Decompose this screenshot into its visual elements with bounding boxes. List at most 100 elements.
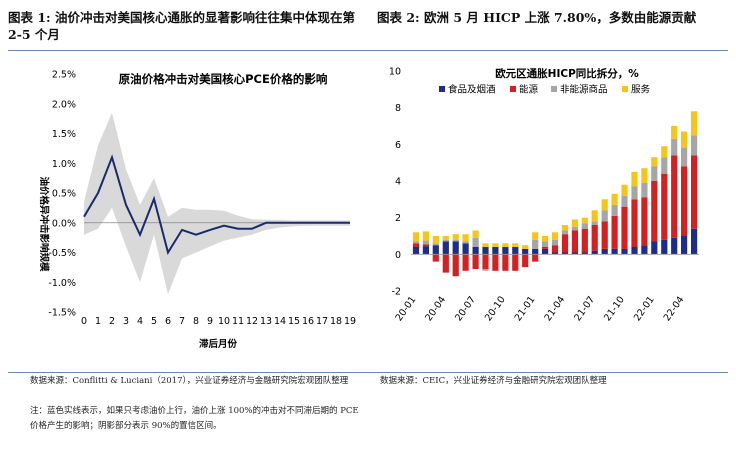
bar-segment xyxy=(611,204,618,216)
bar-segment xyxy=(671,138,678,156)
x-tick-label: 12 xyxy=(246,316,258,327)
bar-segment xyxy=(581,228,588,253)
left-chart-title: 原油价格冲击对美国核心PCE价格的影响 xyxy=(119,72,328,86)
bar-segment xyxy=(472,237,479,247)
bar-segment xyxy=(671,155,678,238)
y-tick-label: 0.5% xyxy=(52,189,76,200)
y-tick-label: -2 xyxy=(392,287,401,298)
y-tick-label: 4 xyxy=(395,177,401,188)
bar-segment xyxy=(422,244,429,247)
bar-segment xyxy=(432,245,439,255)
bar-segment xyxy=(442,239,449,242)
legend-swatch xyxy=(510,86,516,92)
legend-label: 能源 xyxy=(519,84,539,96)
x-tick-label: 3 xyxy=(123,316,129,327)
bar-segment xyxy=(542,241,549,247)
bar-segment xyxy=(581,252,588,255)
bar-segment xyxy=(621,248,628,255)
bar-segment xyxy=(571,226,578,231)
bar-segment xyxy=(641,245,648,255)
bar-segment xyxy=(631,171,638,187)
bar-segment xyxy=(532,232,539,240)
bar-segment xyxy=(522,245,529,249)
bar-segment xyxy=(462,254,469,271)
y-tick-label: 1.0% xyxy=(52,159,76,170)
x-tick-label: 20-10 xyxy=(483,294,508,323)
right-source-text: 数据来源：CEIC，兴业证券经济与金融研究院宏观团队整理 xyxy=(380,376,607,386)
bar-segment xyxy=(661,146,668,158)
x-tick-label: 21-04 xyxy=(543,294,568,323)
bar-segment xyxy=(571,230,578,253)
bar-segment xyxy=(661,173,668,240)
bar-segment xyxy=(601,210,608,222)
bar-segment xyxy=(671,126,678,139)
bar-segment xyxy=(542,247,549,249)
bar-segment xyxy=(661,239,668,255)
bar-segment xyxy=(621,206,628,249)
impact-line xyxy=(83,154,350,256)
bar-segment xyxy=(492,247,499,255)
bar-segment xyxy=(691,155,698,229)
legend-swatch xyxy=(439,86,445,92)
oil-shock-pce-chart: 原油价格冲击对美国核心PCE价格的影响 油价格异冲击影响规模 滞后月份 2.5%… xyxy=(38,70,356,351)
bar-segment xyxy=(462,243,469,255)
bar-segment xyxy=(581,217,588,224)
legend-label: 非能源商品 xyxy=(560,84,608,96)
y-tick-label: -1.5% xyxy=(48,308,76,319)
bar-segment xyxy=(442,241,449,255)
bar-segment xyxy=(452,234,459,240)
bar-segment xyxy=(571,219,578,227)
bar-segment xyxy=(542,248,549,255)
bar-segment xyxy=(681,131,688,148)
y-tick-label: 2.5% xyxy=(52,70,76,81)
x-tick-label: 21-07 xyxy=(572,294,597,323)
bar-segment xyxy=(522,248,529,255)
bar-segment xyxy=(452,241,459,255)
bar-segment xyxy=(512,243,519,247)
bar-segment xyxy=(581,223,588,229)
bar-segment xyxy=(432,243,439,246)
y-tick-label: 2.0% xyxy=(52,99,76,110)
bar-segment xyxy=(691,135,698,156)
bar-segment xyxy=(492,254,499,271)
bar-segment xyxy=(472,254,479,269)
bar-segment xyxy=(532,248,539,255)
bar-segment xyxy=(472,247,479,255)
bar-segment xyxy=(412,232,420,242)
bar-segment xyxy=(561,252,569,255)
bar-segment xyxy=(502,254,509,271)
bar-segment xyxy=(422,246,429,255)
bar-segment xyxy=(601,221,608,249)
bar-segment xyxy=(631,247,638,255)
bar-segment xyxy=(551,239,559,246)
bar-segment xyxy=(532,239,539,249)
bar-segment xyxy=(641,182,648,198)
bar-segment xyxy=(601,199,608,211)
x-tick-label: 20-01 xyxy=(394,294,419,323)
bar-segment xyxy=(422,240,429,245)
bar-segment xyxy=(651,181,658,242)
bar-segment xyxy=(482,254,489,269)
bar-segment xyxy=(611,248,618,255)
bar-segment xyxy=(422,231,429,241)
y-tick-label: 6 xyxy=(395,140,401,151)
bar-segment xyxy=(671,237,678,255)
footer-rule xyxy=(8,372,728,373)
bar-segment xyxy=(551,245,559,253)
bar-segment xyxy=(691,111,698,136)
bar-segment xyxy=(561,225,569,231)
bar-segment xyxy=(442,236,449,240)
bar-segment xyxy=(482,243,489,247)
x-tick-label: 21-01 xyxy=(513,294,538,323)
legend-swatch xyxy=(622,86,628,92)
x-tick-label: 11 xyxy=(232,316,244,327)
x-tick-label: 16 xyxy=(302,316,314,327)
y-tick-label: 2 xyxy=(395,213,401,224)
x-tick-label: 2 xyxy=(109,316,115,327)
x-tick-label: 6 xyxy=(165,316,171,327)
bar-segment xyxy=(661,157,668,174)
left-note-text: 注：蓝色实线表示，如果只考虑油价上行，油价上涨 100%的冲击对不同滞后期的 P… xyxy=(30,406,359,431)
bar-segment xyxy=(591,210,598,222)
bar-segment xyxy=(681,166,688,236)
legend: 食品及烟酒 能源 非能源商品 服务 xyxy=(439,84,651,96)
